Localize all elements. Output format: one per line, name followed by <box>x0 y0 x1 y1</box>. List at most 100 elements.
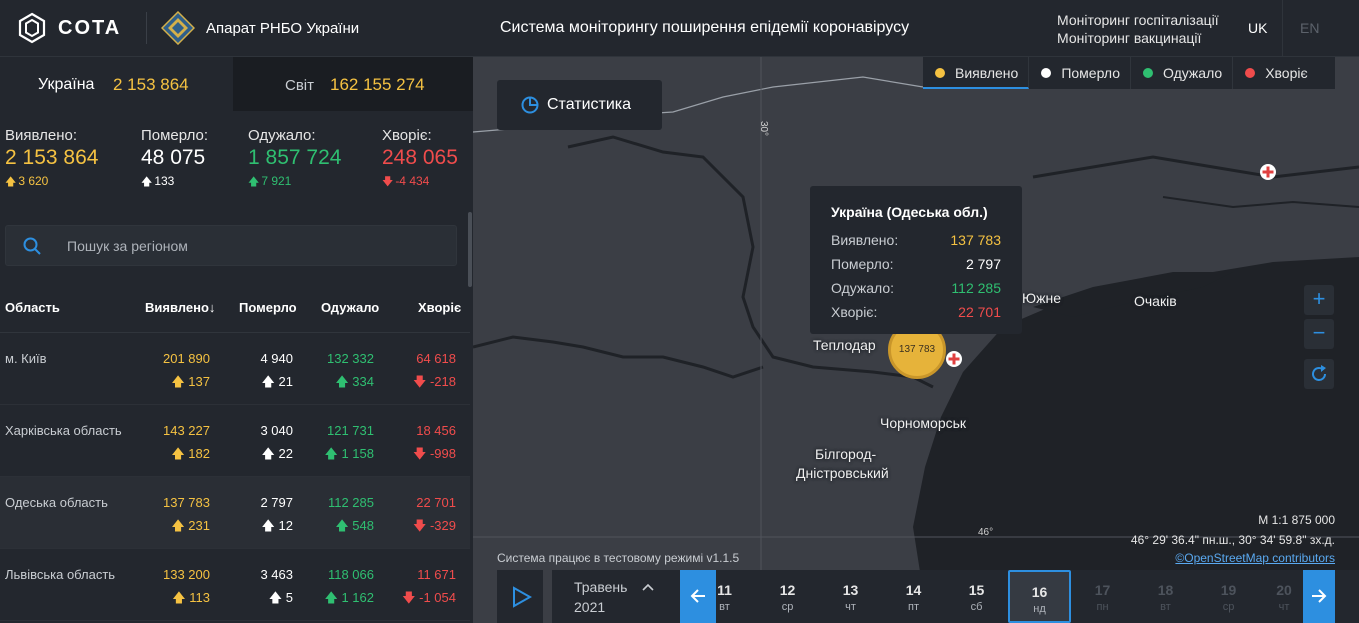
row-detected-value: 133 200 <box>163 567 210 582</box>
tooltip-sick: Хворіє: 22 701 <box>831 300 1001 324</box>
row-recovered-value: 112 285 <box>327 495 374 510</box>
cota-logo[interactable]: COTA <box>16 12 121 44</box>
row-recovered-delta-value: 334 <box>352 374 374 389</box>
day-number: 12 <box>779 582 796 598</box>
map-legend: Виявлено Померло Одужало Хворіє <box>923 57 1335 89</box>
row-sick-value: 22 701 <box>416 495 456 510</box>
row-detected-value: 201 890 <box>163 351 210 366</box>
month-selector[interactable]: Травень 2021 <box>552 570 680 623</box>
row-sick: 11 671 🡇 -1 054 <box>402 567 456 611</box>
legend-sick[interactable]: Хворіє <box>1233 57 1317 89</box>
hospitalization-link[interactable]: Моніторинг госпіталізації <box>1057 12 1219 28</box>
row-sick-delta: 🡇 -1 054 <box>402 590 456 605</box>
legend-recovered[interactable]: Одужало <box>1131 57 1234 89</box>
day-number: 15 <box>968 582 985 598</box>
row-recovered-value: 132 332 <box>327 351 374 366</box>
row-sick-delta: 🡇 -998 <box>412 446 456 461</box>
th-recovered[interactable]: Одужало <box>321 300 380 315</box>
row-recovered-delta-value: 548 <box>352 518 374 533</box>
system-title: Система моніторингу поширення епідемії к… <box>500 19 910 36</box>
day-weekday: вт <box>1160 601 1171 613</box>
play-icon <box>513 586 532 608</box>
logo-text: COTA <box>58 16 122 39</box>
summary-detected-label: Виявлено: <box>5 127 78 144</box>
day-13[interactable]: 13 чт <box>819 570 882 623</box>
timeline-prev-button[interactable] <box>680 570 716 623</box>
app-header: COTA Апарат РНБО України Система монітор… <box>0 0 1359 57</box>
search-input[interactable] <box>54 226 444 265</box>
row-sick-value: 18 456 <box>416 423 456 438</box>
tab-ukraine[interactable]: Україна 2 153 864 <box>0 57 233 111</box>
day-19[interactable]: 19 ср <box>1197 570 1260 623</box>
pie-chart-icon <box>521 96 539 114</box>
statistics-button-label: Статистика <box>547 96 632 113</box>
summary-recovered-delta-value: 7 921 <box>261 174 292 188</box>
org-name[interactable]: Апарат РНБО України <box>206 20 360 37</box>
day-15[interactable]: 15 сб <box>945 570 1008 623</box>
day-number: 20 <box>1276 582 1292 598</box>
table-row[interactable]: м. Київ 201 890 🡅 137 4 940 🡅 21 132 332 🡅 … <box>0 333 470 405</box>
arrow-left-icon <box>690 589 705 603</box>
row-detected-delta-value: 182 <box>188 446 210 461</box>
row-died-value: 2 797 <box>260 495 293 510</box>
day-16-selected[interactable]: 16 нд <box>1008 570 1071 623</box>
lang-en-button[interactable]: EN <box>1300 20 1320 36</box>
osm-attribution-link[interactable]: ©OpenStreetMap contributors <box>1175 551 1335 565</box>
legend-detected[interactable]: Виявлено <box>923 57 1030 89</box>
table-row[interactable]: Львівська область 133 200 🡅 113 3 463 🡅 5 … <box>0 549 470 621</box>
tooltip-died-label: Померло: <box>831 256 894 272</box>
hospital-marker-icon[interactable] <box>945 350 963 368</box>
row-sick: 64 618 🡇 -218 <box>413 351 456 395</box>
map-background <box>473 57 1359 623</box>
tab-world[interactable]: Світ 162 155 274 <box>233 57 473 111</box>
day-20[interactable]: 20 чт <box>1260 570 1308 623</box>
summary-detected: Виявлено: 2 153 864 🡅 3 620 <box>5 127 98 192</box>
row-died: 3 040 🡅 22 <box>260 423 293 467</box>
row-died-delta: 🡅 12 <box>261 518 293 533</box>
day-number: 13 <box>842 582 859 598</box>
summary-detected-delta-value: 3 620 <box>18 174 49 188</box>
row-detected-delta: 🡅 182 <box>171 446 210 461</box>
reset-view-button[interactable] <box>1304 359 1334 389</box>
day-12[interactable]: 12 ср <box>756 570 819 623</box>
summary-detected-value: 2 153 864 <box>5 146 99 169</box>
table-row[interactable]: Харківська область 143 227 🡅 182 3 040 🡅 2… <box>0 405 470 477</box>
white-dot-icon <box>1041 68 1052 78</box>
panel-scrollbar[interactable] <box>468 212 472 287</box>
day-11[interactable]: 11 вт <box>693 570 756 623</box>
lang-uk-button[interactable]: UK <box>1248 20 1268 36</box>
map-view[interactable]: 30° 46° Статистика Виявлено Померло Одуж… <box>473 57 1359 623</box>
row-detected-delta-value: 231 <box>188 518 210 533</box>
tooltip-died-value: 2 797 <box>965 256 1001 272</box>
row-recovered: 112 285 🡅 548 <box>328 495 374 539</box>
search-icon[interactable] <box>23 237 41 255</box>
th-region[interactable]: Область <box>5 300 60 315</box>
summary-sick-delta: 🡇 -4 434 <box>382 173 458 192</box>
day-14[interactable]: 14 пт <box>882 570 945 623</box>
grid-longitude-label: 30° <box>758 120 770 137</box>
zoom-out-button[interactable]: − <box>1304 319 1334 349</box>
play-button[interactable] <box>497 570 543 623</box>
hospital-marker-icon[interactable] <box>1259 163 1277 181</box>
summary-died: Померло: 48 075 🡅 133 <box>141 127 208 192</box>
row-died: 3 463 🡅 5 <box>260 567 293 611</box>
row-recovered-delta-value: 1 162 <box>341 590 374 605</box>
arrow-up-icon: 🡅 <box>141 176 153 188</box>
th-died[interactable]: Померло <box>239 300 297 315</box>
test-mode-note: Система працює в тестовому режимі v1.1.5 <box>497 551 740 565</box>
row-recovered: 121 731 🡅 1 158 <box>324 423 374 467</box>
day-18[interactable]: 18 вт <box>1134 570 1197 623</box>
vaccination-link[interactable]: Моніторинг вакцинації <box>1057 30 1202 46</box>
row-recovered: 132 332 🡅 334 <box>327 351 374 395</box>
statistics-button[interactable]: Статистика <box>497 80 662 130</box>
row-died-delta: 🡅 21 <box>261 374 293 389</box>
timeline-next-button[interactable] <box>1303 570 1335 623</box>
th-sick[interactable]: Хворіє <box>418 300 462 315</box>
day-17[interactable]: 17 пн <box>1071 570 1134 623</box>
legend-died[interactable]: Померло <box>1029 57 1132 89</box>
day-weekday: чт <box>845 601 856 613</box>
zoom-in-button[interactable]: + <box>1304 285 1334 315</box>
table-row[interactable]: Одеська область 137 783 🡅 231 2 797 🡅 12 1… <box>0 477 470 549</box>
arrow-up-icon: 🡅 <box>248 176 260 188</box>
th-detected[interactable]: Виявлено↓ <box>145 300 215 315</box>
